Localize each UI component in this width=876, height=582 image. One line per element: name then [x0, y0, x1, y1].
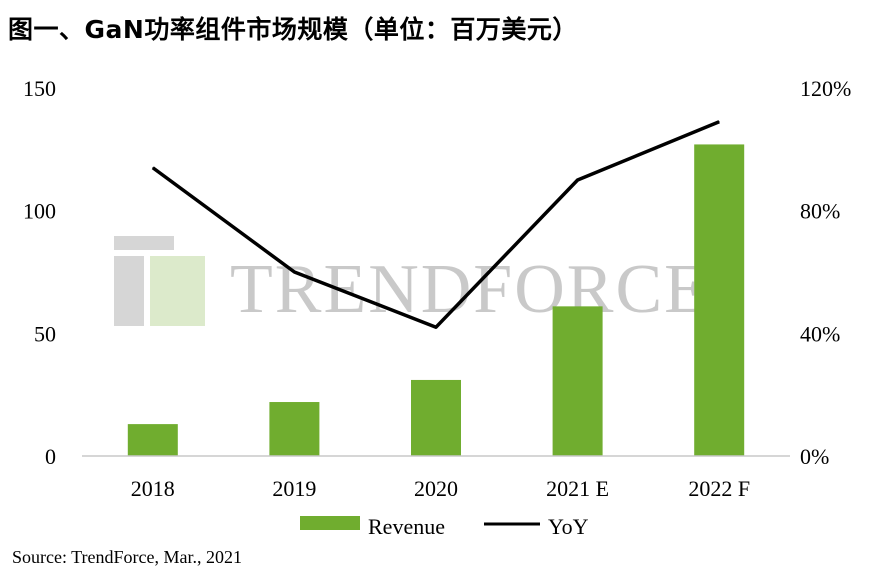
chart-title: 图一、GaN功率组件市场规模（单位：百万美元） [8, 15, 578, 44]
source-note: Source: TrendForce, Mar., 2021 [12, 547, 242, 567]
right-axis-tick-label: 0% [800, 444, 829, 469]
x-axis-category-label: 2020 [414, 476, 458, 501]
legend-revenue-swatch [300, 516, 360, 530]
right-axis-tick-label: 40% [800, 321, 840, 346]
revenue-bar [411, 379, 461, 456]
x-axis-category-label: 2021 E [546, 476, 609, 501]
yoy-point [152, 167, 154, 169]
left-axis-tick-label: 100 [23, 199, 56, 224]
watermark-logo-bar-2 [114, 256, 144, 326]
left-axis-tick-label: 0 [45, 444, 56, 469]
yoy-point [293, 271, 295, 273]
watermark-logo-bar-3 [150, 256, 205, 326]
yoy-point [435, 326, 437, 328]
revenue-bar [127, 424, 178, 456]
yoy-point [577, 179, 579, 181]
revenue-bar [269, 402, 320, 456]
x-axis-category-label: 2019 [272, 476, 316, 501]
x-axis-category-label: 2018 [131, 476, 175, 501]
legend-yoy-label: YoY [548, 514, 589, 539]
revenue-bar [552, 306, 603, 456]
left-axis-tick-label: 150 [23, 76, 56, 101]
watermark-logo-bar-1 [114, 236, 174, 250]
watermark-text: TRENDFORCE [230, 251, 709, 328]
legend-revenue-label: Revenue [368, 514, 445, 539]
x-axis-category-label: 2022 F [688, 476, 750, 501]
legend: Revenue YoY [300, 514, 589, 539]
trendforce-watermark: TRENDFORCE [114, 236, 709, 328]
revenue-bar [694, 144, 745, 456]
left-axis-tick-label: 50 [34, 321, 56, 346]
right-axis-tick-label: 120% [800, 76, 851, 101]
right-axis-tick-label: 80% [800, 199, 840, 224]
yoy-point [718, 121, 720, 123]
